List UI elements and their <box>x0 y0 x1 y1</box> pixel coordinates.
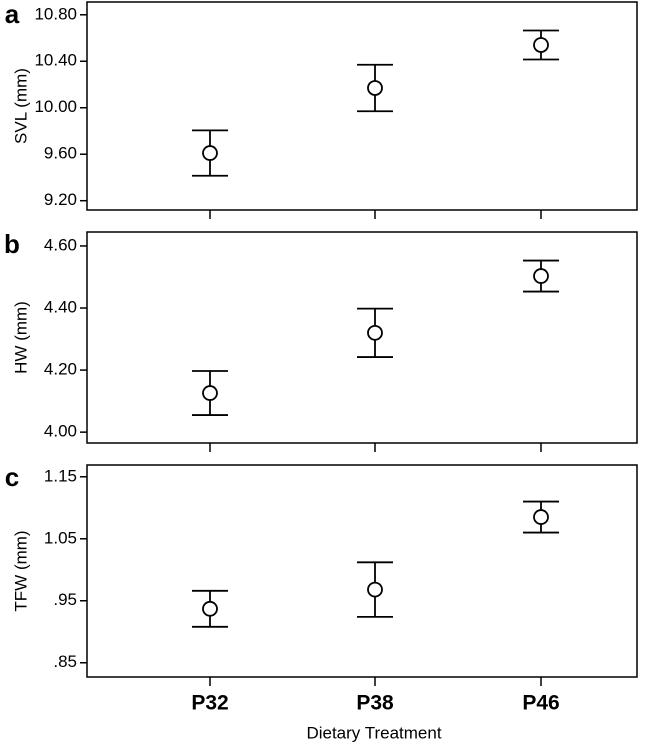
mean-marker <box>533 37 549 53</box>
panel-letter: c <box>5 462 19 492</box>
y-tick-label: 4.20 <box>44 360 77 379</box>
y-axis-label: HW (mm) <box>11 301 30 374</box>
y-tick-label: 9.20 <box>44 190 77 209</box>
panel-letter: a <box>5 0 20 29</box>
mean-marker <box>367 581 383 598</box>
x-axis-label: Dietary Treatment <box>306 723 441 742</box>
mean-marker <box>202 600 218 617</box>
y-tick-label: 1.15 <box>44 466 77 485</box>
y-tick-label: 10.00 <box>34 97 77 116</box>
plot-frame <box>86 1 638 211</box>
y-tick-label: 4.40 <box>44 298 77 317</box>
mean-marker <box>367 80 383 96</box>
mean-marker <box>202 385 218 401</box>
y-tick-label: 4.00 <box>44 422 77 441</box>
y-tick-label: .95 <box>53 590 77 609</box>
plot-frame <box>86 464 638 678</box>
mean-marker <box>533 509 549 525</box>
y-tick-label: 1.05 <box>44 528 77 547</box>
mean-marker <box>202 145 218 161</box>
y-tick-label: 9.60 <box>44 144 77 163</box>
x-tick-label: P38 <box>356 692 394 715</box>
x-tick-label: P46 <box>522 692 559 715</box>
y-tick-label: 10.80 <box>34 4 77 23</box>
plot-frame <box>86 231 638 444</box>
x-tick-label: P32 <box>191 692 228 715</box>
y-tick-label: .85 <box>53 652 77 671</box>
mean-marker <box>533 268 549 284</box>
y-axis-label: SVL (mm) <box>11 68 30 144</box>
y-axis-label: TFW (mm) <box>11 530 30 611</box>
y-tick-label: 10.40 <box>34 51 77 70</box>
panel-letter: b <box>4 229 20 259</box>
y-tick-label: 4.60 <box>44 235 77 254</box>
mean-marker <box>367 324 383 341</box>
